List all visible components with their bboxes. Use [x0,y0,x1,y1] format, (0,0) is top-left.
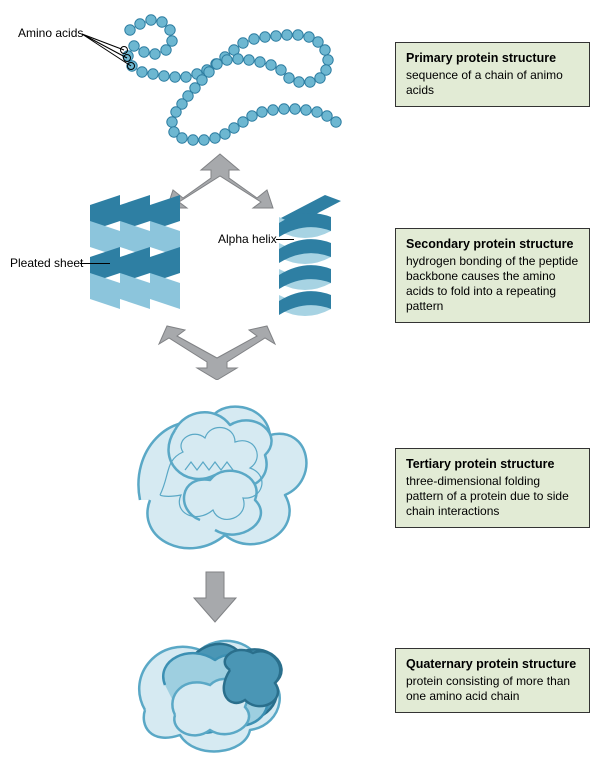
secondary-desc: hydrogen bonding of the peptide backbone… [406,254,579,314]
amino-acids-leaders [0,0,150,90]
primary-title: Primary protein structure [406,51,579,67]
tertiary-desc: three-dimensional folding pattern of a p… [406,474,579,519]
primary-info-box: Primary protein structure sequence of a … [395,42,590,107]
primary-desc: sequence of a chain of animo acids [406,68,579,98]
alpha-helix-label: Alpha helix [218,232,277,246]
tertiary-title: Tertiary protein structure [406,457,579,473]
helix-leader [276,239,294,240]
quaternary-desc: protein consisting of more than one amin… [406,674,579,704]
secondary-title: Secondary protein structure [406,237,579,253]
quaternary-title: Quaternary protein structure [406,657,579,673]
pleated-leader [80,263,110,264]
diagram-stage: Amino acids Primary protein structure se… [0,0,600,764]
quaternary-info-box: Quaternary protein structure protein con… [395,648,590,713]
alpha-helix-drawing [250,195,360,335]
secondary-info-box: Secondary protein structure hydrogen bon… [395,228,590,323]
tertiary-structure-drawing [115,380,335,570]
pleated-sheet-drawing [90,195,220,335]
arrow-secondary-to-tertiary [155,320,285,380]
quaternary-structure-drawing [115,615,335,765]
tertiary-info-box: Tertiary protein structure three-dimensi… [395,448,590,528]
pleated-sheet-label: Pleated sheet [10,256,83,270]
